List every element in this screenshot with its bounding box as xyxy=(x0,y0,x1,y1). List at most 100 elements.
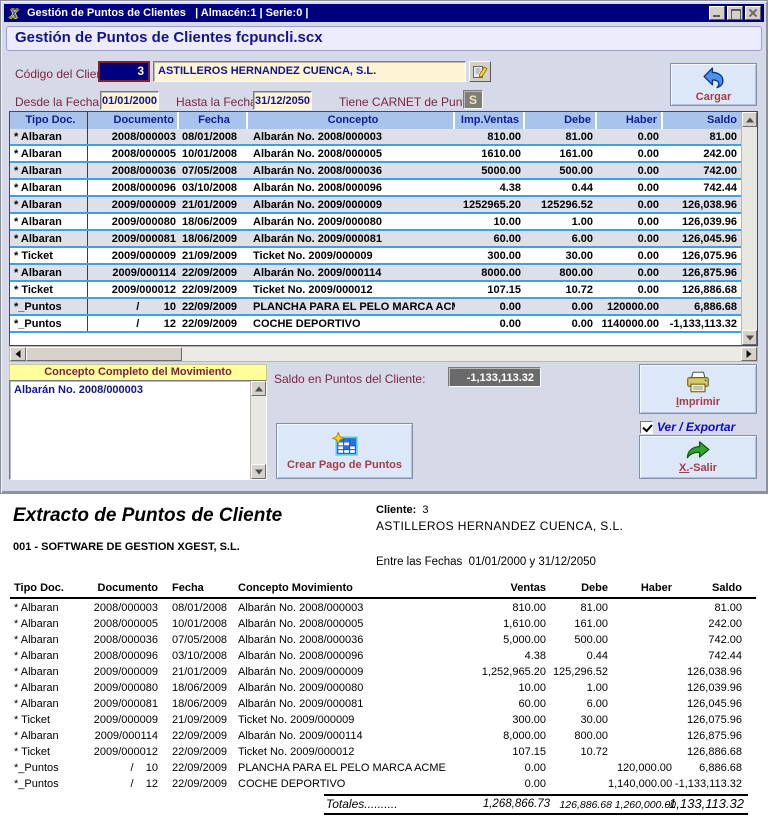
cell-debe: 1.00 xyxy=(586,682,608,694)
cell-debe: 0.00 xyxy=(571,318,593,330)
cell-debe: 800.00 xyxy=(559,267,593,279)
cell-debe: 81.00 xyxy=(565,131,593,143)
cell-imp-ventas: 300.00 xyxy=(487,250,521,262)
report-title: Extracto de Puntos de Cliente xyxy=(13,505,283,526)
grid-header-saldo[interactable]: Saldo xyxy=(663,112,741,129)
maximize-button[interactable] xyxy=(727,6,743,20)
table-row[interactable]: * Ticket 2009/000009 21/09/2009 Ticket N… xyxy=(10,248,741,265)
cell-ventas: 810.00 xyxy=(512,602,546,614)
cell-saldo: 6,886.68 xyxy=(699,762,742,774)
table-row[interactable]: * Albaran 2009/000114 22/09/2009 Albarán… xyxy=(10,265,741,282)
totals-ventas: 1,268,866.73 xyxy=(482,798,550,810)
cell-imp-ventas: 0.00 xyxy=(499,301,521,313)
cell-haber xyxy=(608,649,672,665)
date-to-input[interactable]: 31/12/2050 xyxy=(253,91,312,110)
cell-fecha: 22/09/2009 xyxy=(182,318,238,330)
cell-saldo: -1,133,113.32 xyxy=(669,318,737,330)
cell-saldo: 126,875.96 xyxy=(686,730,742,742)
date-from-input[interactable]: 01/01/2000 xyxy=(100,91,159,110)
cell-haber: 1140000.00 xyxy=(601,318,659,330)
table-row[interactable]: * Albaran 2009/000081 18/06/2009 Albarán… xyxy=(10,231,741,248)
green-forward-arrow-icon xyxy=(686,441,710,459)
cell-fecha: 21/09/2009 xyxy=(182,250,238,262)
cell-debe: 800.00 xyxy=(574,730,608,742)
scroll-left-arrow-icon[interactable] xyxy=(10,347,26,361)
report-row: * Albaran 2009/000009 21/01/2009 Albarán… xyxy=(14,665,754,681)
close-button[interactable] xyxy=(745,6,761,20)
print-button[interactable]: Imprimir xyxy=(639,364,757,414)
scroll-up-arrow-icon[interactable] xyxy=(251,381,266,396)
cell-documento: 2008/000005 xyxy=(93,618,158,630)
report-row: * Ticket 2009/000012 22/09/2009 Ticket N… xyxy=(14,745,754,761)
client-name-field[interactable]: ASTILLEROS HERNANDEZ CUENCA, S.L. xyxy=(153,61,466,82)
grid-header-concepto[interactable]: Concepto xyxy=(248,112,455,129)
table-row[interactable]: * Albaran 2008/000003 08/01/2008 Albarán… xyxy=(10,129,741,146)
grid-vertical-scrollbar[interactable] xyxy=(741,112,757,345)
client-code-input[interactable]: 3 xyxy=(98,61,150,82)
client-code-label: Código del Cliente xyxy=(15,67,114,81)
cell-documento: 2009/000009 xyxy=(93,714,158,726)
grid-header-documento[interactable]: Documento xyxy=(88,112,179,129)
export-checkbox[interactable] xyxy=(640,420,653,434)
table-row[interactable]: * Albaran 2009/000009 21/01/2009 Albarán… xyxy=(10,197,741,214)
grid-header-tipo-doc[interactable]: Tipo Doc. xyxy=(10,112,88,129)
grid-header-fecha[interactable]: Fecha xyxy=(179,112,248,129)
grid-horizontal-scrollbar[interactable] xyxy=(9,346,758,362)
table-row[interactable]: * Albaran 2008/000096 03/10/2008 Albarán… xyxy=(10,180,741,197)
titlebar[interactable]: X Gestión de Puntos de Clientes | Almacé… xyxy=(4,4,764,22)
export-checkbox-row[interactable]: Ver / Exportar xyxy=(640,420,735,434)
concept-textarea[interactable]: Albarán No. 2008/000003 xyxy=(9,380,267,480)
cell-imp-ventas: 0.00 xyxy=(499,318,521,330)
edit-client-button[interactable] xyxy=(469,61,491,82)
grid-header-haber[interactable]: Haber xyxy=(597,112,663,129)
create-payment-label: Crear Pago de Puntos xyxy=(287,458,402,471)
report-company: 001 - SOFTWARE DE GESTION XGEST, S.L. xyxy=(13,541,240,553)
points-balance-value: -1,133,113.32 xyxy=(448,367,541,387)
cell-documento: 2009/000009 xyxy=(93,666,158,678)
create-payment-button[interactable]: Crear Pago de Puntos xyxy=(276,423,413,479)
exit-button[interactable]: X.-Salir xyxy=(639,435,757,479)
cell-debe: 10.72 xyxy=(580,746,608,758)
minimize-button[interactable] xyxy=(709,6,725,20)
table-row[interactable]: * Albaran 2008/000005 10/01/2008 Albarán… xyxy=(10,146,741,163)
load-button[interactable]: Cargar xyxy=(670,63,757,106)
table-row[interactable]: * Albaran 2009/000080 18/06/2009 Albarán… xyxy=(10,214,741,231)
cell-haber: 0.00 xyxy=(637,148,659,160)
scrollbar-thumb[interactable] xyxy=(26,347,182,361)
carnet-label: Tiene CARNET de Puntos: xyxy=(339,95,482,109)
print-button-label: Imprimir xyxy=(675,396,721,408)
totals-haber: 1,260,000.00 xyxy=(614,799,676,811)
cell-tipo-doc: * Albaran xyxy=(14,666,59,678)
printer-icon xyxy=(687,371,709,393)
table-row[interactable]: * Albaran 2008/000036 07/05/2008 Albarán… xyxy=(10,163,741,180)
report-row: * Albaran 2008/000005 10/01/2008 Albarán… xyxy=(14,617,754,633)
scroll-right-arrow-icon[interactable] xyxy=(741,347,757,361)
table-row[interactable]: *_Puntos / 12 22/09/2009 COCHE DEPORTIVO… xyxy=(10,316,741,333)
cell-documento: / 12 xyxy=(136,318,176,330)
scroll-down-arrow-icon[interactable] xyxy=(742,330,757,345)
cell-haber: 120000.00 xyxy=(607,301,659,313)
cell-fecha: 10/01/2008 xyxy=(172,618,228,630)
cell-documento: / 10 xyxy=(136,301,176,313)
date-from-label: Desde la Fecha xyxy=(15,95,100,109)
cell-fecha: 21/01/2009 xyxy=(182,199,238,211)
table-row[interactable]: *_Puntos / 10 22/09/2009 PLANCHA PARA EL… xyxy=(10,299,741,316)
table-row[interactable]: * Ticket 2009/000012 22/09/2009 Ticket N… xyxy=(10,282,741,299)
cell-fecha: 22/09/2009 xyxy=(172,762,228,774)
carnet-value-field[interactable]: S xyxy=(463,90,483,109)
grid-header-imp-ventas[interactable]: Imp.Ventas xyxy=(455,112,525,129)
cell-debe: 1.00 xyxy=(571,216,593,228)
app-window: X Gestión de Puntos de Clientes | Almacé… xyxy=(0,0,768,494)
cell-tipo-doc: * Albaran xyxy=(10,265,88,280)
blue-undo-arrow-icon xyxy=(702,67,724,89)
cell-fecha: 08/01/2008 xyxy=(172,602,228,614)
scroll-up-arrow-icon[interactable] xyxy=(742,112,757,127)
report-client-label: Cliente: xyxy=(376,504,417,516)
grid-header-debe[interactable]: Debe xyxy=(525,112,597,129)
cell-debe: 0.00 xyxy=(571,301,593,313)
scroll-down-arrow-icon[interactable] xyxy=(251,464,266,479)
report-header-tipo-doc: Tipo Doc. xyxy=(14,582,64,594)
cell-haber: 0.00 xyxy=(637,267,659,279)
report-row: * Albaran 2009/000081 18/06/2009 Albarán… xyxy=(14,697,754,713)
concept-scrollbar[interactable] xyxy=(250,381,266,479)
